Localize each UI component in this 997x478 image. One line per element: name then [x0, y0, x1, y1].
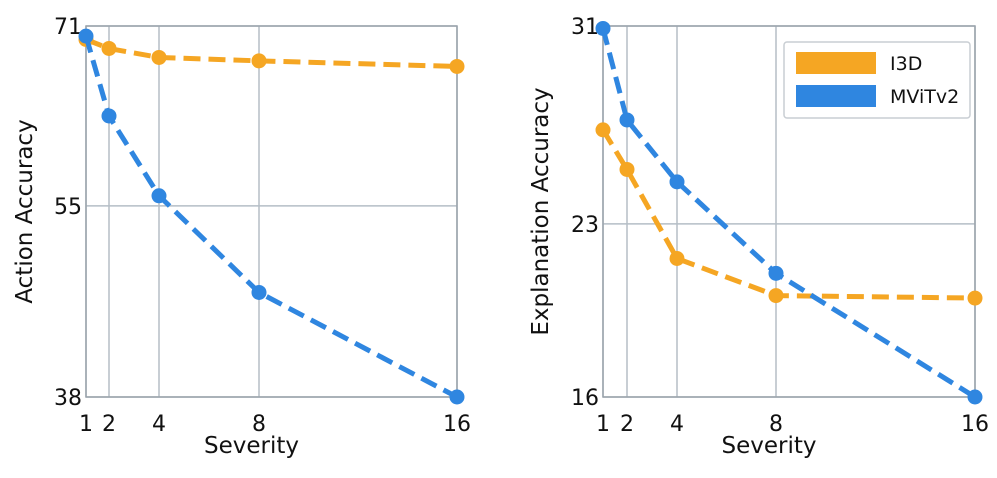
legend-label-i3d: I3D [890, 53, 922, 75]
x-tick-label: 2 [102, 412, 116, 437]
data-point-mvitv2 [619, 112, 635, 128]
x-tick-label: 4 [670, 412, 684, 437]
x-axis-label: Severity [722, 433, 817, 459]
x-tick-label: 1 [79, 412, 93, 437]
data-point-i3d [101, 40, 117, 56]
data-point-mvitv2 [967, 389, 983, 405]
data-point-i3d [151, 49, 167, 65]
x-tick-label: 2 [620, 412, 634, 437]
data-point-mvitv2 [669, 174, 685, 190]
legend: I3D MViTv2 [783, 41, 971, 119]
y-axis-label: Explanation Accuracy [528, 87, 554, 335]
y-tick-label: 16 [571, 386, 599, 411]
plot-frame [85, 25, 458, 398]
x-tick-label: 4 [152, 412, 166, 437]
data-point-i3d [768, 288, 784, 304]
x-tick-label: 16 [961, 412, 989, 437]
series-line-i3d [600, 128, 976, 301]
series-line-i3d [85, 37, 458, 69]
y-tick-label: 71 [54, 15, 82, 40]
data-point-i3d [669, 250, 685, 266]
data-point-mvitv2 [449, 389, 465, 405]
series-line-mvitv2 [600, 27, 977, 400]
legend-label-mvitv2: MViTv2 [890, 86, 959, 108]
data-point-i3d [449, 58, 465, 74]
legend-swatch-mvitv2 [796, 85, 876, 107]
data-point-mvitv2 [595, 20, 611, 36]
data-point-i3d [595, 122, 611, 138]
data-point-mvitv2 [78, 28, 94, 44]
data-point-mvitv2 [151, 188, 167, 204]
data-point-mvitv2 [251, 284, 267, 300]
data-point-mvitv2 [101, 108, 117, 124]
legend-swatch-i3d [796, 52, 876, 74]
y-tick-label: 31 [571, 15, 599, 40]
y-axis-label: Action Accuracy [12, 119, 38, 303]
y-tick-label: 38 [54, 386, 82, 411]
y-tick-label: 55 [54, 195, 82, 220]
x-tick-label: 8 [252, 412, 266, 437]
data-point-i3d [967, 290, 983, 306]
data-point-mvitv2 [768, 265, 784, 281]
chart-panel-1: 71 55 381 2 4 8 16 Severity Action Accuracy [12, 15, 471, 459]
x-tick-label: 8 [769, 412, 783, 437]
series-line-mvitv2 [83, 35, 459, 400]
x-tick-label: 16 [443, 412, 471, 437]
data-point-i3d [251, 53, 267, 69]
y-tick-label: 23 [571, 213, 599, 238]
data-point-i3d [619, 161, 635, 177]
plot-frame [602, 25, 976, 398]
x-tick-label: 1 [596, 412, 610, 437]
x-axis-label: Severity [204, 433, 299, 459]
